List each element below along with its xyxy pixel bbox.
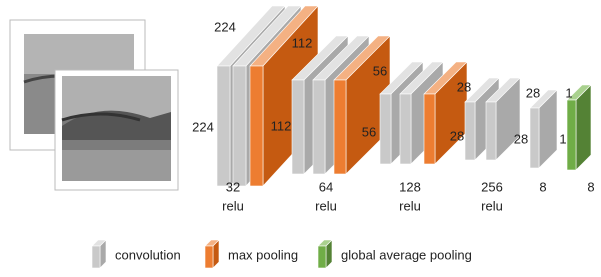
block-front bbox=[567, 100, 576, 170]
image-sky bbox=[24, 34, 134, 74]
block-front bbox=[530, 108, 539, 168]
block-front bbox=[233, 66, 246, 186]
legend-label: global average pooling bbox=[341, 247, 472, 262]
input-images bbox=[10, 20, 178, 190]
layer-channels: 64 bbox=[319, 179, 333, 194]
layer-activation: relu bbox=[399, 198, 421, 213]
dimension-label: 1 bbox=[565, 85, 572, 100]
dimension-label: 28 bbox=[457, 79, 471, 94]
layer-activation: relu bbox=[315, 198, 337, 213]
dimension-label: 28 bbox=[450, 128, 464, 143]
dimension-label: 1 bbox=[559, 131, 566, 146]
dimension-label: 28 bbox=[514, 131, 528, 146]
block-front bbox=[380, 94, 391, 164]
layer-activation: relu bbox=[222, 198, 244, 213]
block-front bbox=[334, 80, 346, 174]
block-front bbox=[217, 66, 230, 186]
block-front bbox=[400, 94, 411, 164]
dimension-label: 112 bbox=[292, 35, 313, 50]
block-side bbox=[576, 85, 591, 170]
cnn-diagram: 224 224 112 112 56 56 28 28 28 28 1 1 32… bbox=[0, 0, 601, 272]
layer-channels: 8 bbox=[539, 179, 546, 194]
block-front bbox=[465, 102, 475, 160]
dimension-label: 224 bbox=[214, 19, 236, 34]
green-block bbox=[318, 240, 332, 268]
legend-label: max pooling bbox=[228, 247, 298, 262]
block-front bbox=[250, 66, 263, 186]
legend-label: convolution bbox=[115, 247, 181, 262]
layer-channels: 128 bbox=[399, 179, 421, 194]
block-front bbox=[486, 102, 496, 160]
layer-channels: 256 bbox=[481, 179, 503, 194]
block-front bbox=[424, 94, 435, 164]
layer-activation: relu bbox=[481, 198, 503, 213]
block-front bbox=[292, 80, 304, 174]
dimension-label: 28 bbox=[526, 85, 540, 100]
layer-channels: 8 bbox=[587, 179, 594, 194]
gray-block bbox=[92, 240, 106, 268]
dimension-label: 56 bbox=[373, 63, 387, 78]
dimension-label: 56 bbox=[362, 124, 376, 139]
gray-block bbox=[530, 90, 557, 168]
block-front bbox=[92, 246, 100, 268]
block-front bbox=[313, 80, 325, 174]
block-front bbox=[205, 246, 213, 268]
dimension-label: 224 bbox=[192, 119, 214, 134]
block-front bbox=[318, 246, 326, 268]
orange-block bbox=[205, 240, 219, 268]
dimension-label: 112 bbox=[271, 118, 292, 133]
image-water bbox=[62, 150, 171, 181]
layer-channels: 32 bbox=[226, 179, 240, 194]
